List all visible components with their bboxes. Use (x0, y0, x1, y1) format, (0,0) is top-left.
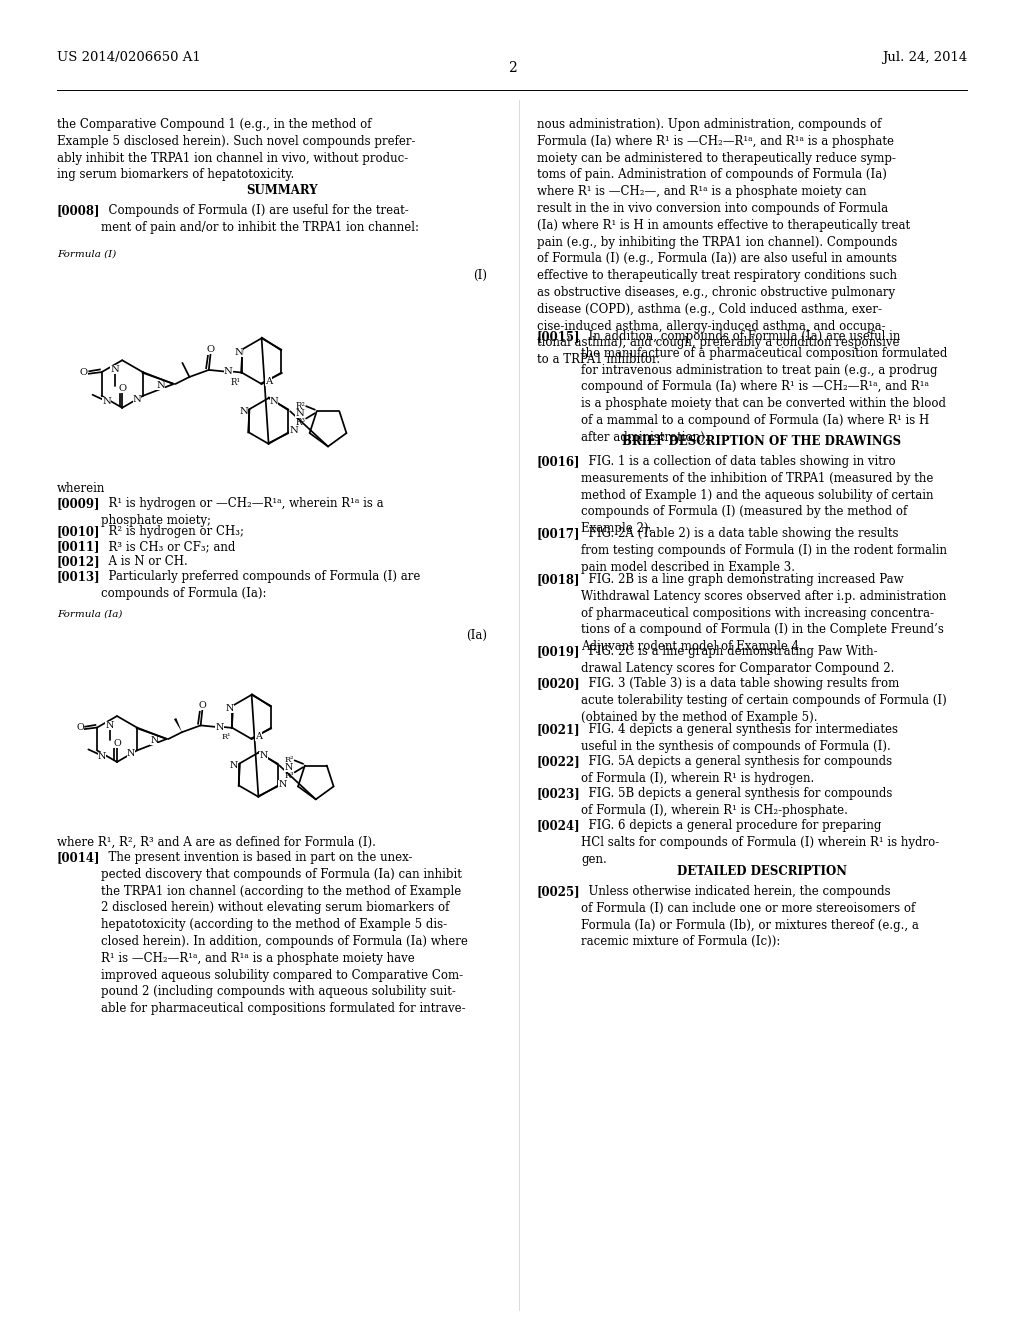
Text: FIG. 2A (Table 2) is a data table showing the results
from testing compounds of : FIG. 2A (Table 2) is a data table showin… (581, 527, 947, 574)
Text: [0021]: [0021] (537, 723, 581, 737)
Text: 2: 2 (508, 61, 516, 75)
Text: [0010]: [0010] (57, 525, 100, 539)
Polygon shape (174, 718, 182, 733)
Text: [0011]: [0011] (57, 540, 100, 553)
Text: [0017]: [0017] (537, 527, 581, 540)
Text: Particularly preferred compounds of Formula (I) are
compounds of Formula (Ia):: Particularly preferred compounds of Form… (101, 570, 421, 599)
Text: R³: R³ (296, 417, 306, 426)
Text: [0015]: [0015] (537, 330, 581, 343)
Text: N: N (151, 737, 159, 744)
Text: FIG. 2C is a line graph demonstrating Paw With-
drawal Latency scores for Compar: FIG. 2C is a line graph demonstrating Pa… (581, 645, 894, 675)
Text: FIG. 3 (Table 3) is a data table showing results from
acute tolerability testing: FIG. 3 (Table 3) is a data table showing… (581, 677, 947, 723)
Text: US 2014/0206650 A1: US 2014/0206650 A1 (57, 51, 201, 65)
Text: N: N (132, 395, 141, 404)
Text: A: A (265, 378, 272, 385)
Text: A is N or CH.: A is N or CH. (101, 554, 187, 568)
Text: FIG. 5A depicts a general synthesis for compounds
of Formula (I), wherein R¹ is : FIG. 5A depicts a general synthesis for … (581, 755, 892, 785)
Text: R¹ is hydrogen or —CH₂—R¹ᵃ, wherein R¹ᵃ is a
phosphate moiety;: R¹ is hydrogen or —CH₂—R¹ᵃ, wherein R¹ᵃ … (101, 498, 384, 527)
Text: N: N (215, 722, 223, 731)
Text: R²: R² (296, 401, 306, 411)
Text: N: N (285, 763, 293, 772)
Text: In addition, compounds of Formula (Ia) are useful in
the manufacture of a pharma: In addition, compounds of Formula (Ia) a… (581, 330, 947, 444)
Text: [0018]: [0018] (537, 573, 581, 586)
Text: N: N (234, 347, 244, 356)
Text: A: A (255, 733, 262, 741)
Text: N: N (127, 750, 135, 758)
Text: [0022]: [0022] (537, 755, 581, 768)
Text: Formula (Ia): Formula (Ia) (57, 610, 123, 619)
Text: FIG. 2B is a line graph demonstrating increased Paw
Withdrawal Latency scores ob: FIG. 2B is a line graph demonstrating in… (581, 573, 946, 653)
Text: R¹: R¹ (222, 734, 231, 742)
Text: [0014]: [0014] (57, 851, 100, 865)
Text: N: N (296, 409, 304, 418)
Text: O: O (113, 739, 121, 747)
Text: [0024]: [0024] (537, 818, 581, 832)
Text: the Comparative Compound 1 (e.g., in the method of
Example 5 disclosed herein). : the Comparative Compound 1 (e.g., in the… (57, 117, 416, 181)
Text: The present invention is based in part on the unex-
pected discovery that compou: The present invention is based in part o… (101, 851, 468, 1015)
Text: nous administration). Upon administration, compounds of
Formula (Ia) where R¹ is: nous administration). Upon administratio… (537, 117, 910, 366)
Text: R¹: R¹ (230, 378, 241, 387)
Text: N: N (225, 704, 234, 713)
Text: Unless otherwise indicated herein, the compounds
of Formula (I) can include one : Unless otherwise indicated herein, the c… (581, 884, 919, 948)
Text: R² is hydrogen or CH₃;: R² is hydrogen or CH₃; (101, 525, 244, 539)
Text: R³: R³ (285, 772, 294, 780)
Text: [0013]: [0013] (57, 570, 100, 583)
Text: O: O (80, 367, 88, 376)
Text: O: O (199, 701, 206, 710)
Text: N: N (230, 760, 239, 770)
Text: DETAILED DESCRIPTION: DETAILED DESCRIPTION (677, 865, 847, 878)
Text: O: O (76, 723, 84, 733)
Text: wherein: wherein (57, 482, 105, 495)
Text: [0020]: [0020] (537, 677, 581, 690)
Text: FIG. 6 depicts a general procedure for preparing
HCl salts for compounds of Form: FIG. 6 depicts a general procedure for p… (581, 818, 939, 866)
Text: Jul. 24, 2014: Jul. 24, 2014 (882, 51, 967, 65)
Text: SUMMARY: SUMMARY (246, 183, 317, 197)
Text: [0008]: [0008] (57, 205, 100, 216)
Text: BRIEF DESCRIPTION OF THE DRAWINGS: BRIEF DESCRIPTION OF THE DRAWINGS (623, 436, 901, 447)
Text: [0025]: [0025] (537, 884, 581, 898)
Text: where R¹, R², R³ and A are as defined for Formula (I).: where R¹, R², R³ and A are as defined fo… (57, 836, 376, 849)
Text: (Ia): (Ia) (466, 630, 487, 642)
Text: FIG. 5B depicts a general synthesis for compounds
of Formula (I), wherein R¹ is : FIG. 5B depicts a general synthesis for … (581, 787, 892, 817)
Text: [0012]: [0012] (57, 554, 100, 568)
Text: [0016]: [0016] (537, 455, 581, 469)
Text: O: O (118, 384, 126, 393)
Text: N: N (105, 721, 114, 730)
Text: N: N (111, 366, 119, 374)
Text: Compounds of Formula (I) are useful for the treat-
ment of pain and/or to inhibi: Compounds of Formula (I) are useful for … (101, 205, 419, 234)
Text: N: N (157, 381, 165, 389)
Text: [0019]: [0019] (537, 645, 581, 657)
Text: N: N (259, 751, 267, 760)
Text: N: N (102, 397, 111, 407)
Text: O: O (207, 346, 215, 354)
Text: R²: R² (285, 756, 294, 764)
Text: FIG. 1 is a collection of data tables showing in vitro
measurements of the inhib: FIG. 1 is a collection of data tables sh… (581, 455, 934, 535)
Text: [0023]: [0023] (537, 787, 581, 800)
Text: N: N (224, 367, 232, 376)
Text: N: N (240, 407, 248, 416)
Text: (I): (I) (473, 269, 487, 282)
Text: N: N (97, 751, 106, 760)
Text: N: N (269, 397, 279, 407)
Text: N: N (290, 426, 298, 436)
Text: [0009]: [0009] (57, 498, 100, 510)
Text: R³ is CH₃ or CF₃; and: R³ is CH₃ or CF₃; and (101, 540, 236, 553)
Text: Formula (I): Formula (I) (57, 249, 117, 259)
Text: N: N (279, 780, 287, 788)
Text: FIG. 4 depicts a general synthesis for intermediates
useful in the synthesis of : FIG. 4 depicts a general synthesis for i… (581, 723, 898, 752)
